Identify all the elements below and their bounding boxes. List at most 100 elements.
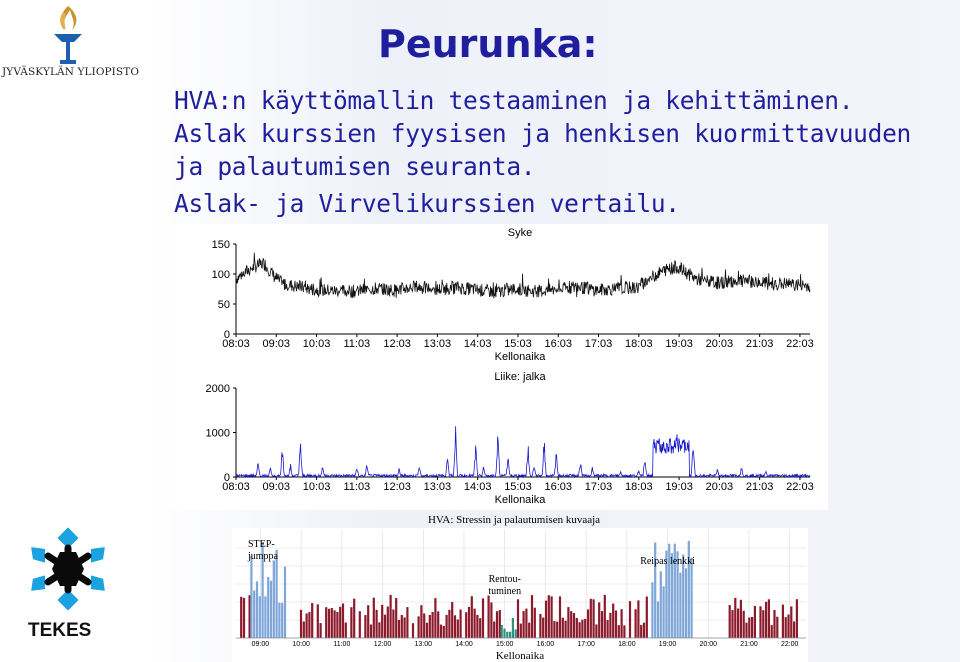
x-tick-label: 08:03 [222,481,250,493]
annotation: STEP- [248,539,275,550]
stress-bar [248,595,251,638]
stress-bar [406,607,409,638]
stress-bar [434,598,437,638]
stress-bar [383,614,387,638]
stress-bar [564,620,567,638]
stress-bar [448,609,451,638]
stress-bar [753,605,756,638]
x-tick-label: 13:00 [415,641,433,648]
stress-bar [400,615,403,638]
x-tick-label: 14:03 [464,338,492,350]
stress-bar [600,611,604,638]
recovery-bar [687,540,690,638]
stress-bar [336,612,339,638]
recovery-bar [659,571,662,638]
stress-bar [344,622,347,638]
x-tick-label: 15:03 [504,338,532,350]
annotation: Reipas lenkki [640,556,695,567]
y-tick-label: 150 [212,239,230,251]
stress-bar [731,610,734,638]
stress-bar [522,611,525,638]
x-tick-label: 19:03 [665,338,693,350]
stress-bar [734,597,737,638]
recovery-bar [253,590,256,638]
x-tick-label: 11:03 [343,338,370,350]
stress-bar [240,596,243,638]
stress-bar [423,613,426,638]
recovery-bar [264,596,267,638]
stress-bar [476,614,479,638]
recovery-bar [656,601,660,638]
stress-bar [595,624,598,638]
relax-bar [506,631,509,638]
stress-bar [793,621,796,638]
subtitle-line-3: ja palautumisen seuranta. [174,152,536,181]
x-tick-label: 22:00 [781,641,799,648]
stress-bar [795,599,798,638]
chart-title: Liike: jalka [494,371,546,383]
stress-bar [242,597,246,638]
stress-bar [319,623,322,638]
stress-bar [586,609,590,638]
x-tick-label: 18:00 [618,641,636,648]
stress-bar [561,617,564,638]
stress-bar [403,617,406,638]
stress-bar [481,598,485,638]
stress-bar [490,602,493,638]
stress-bar [745,622,748,638]
stress-bar [790,606,793,638]
relax-bar [503,628,506,638]
stress-bar [353,598,356,638]
x-tick-label: 11:00 [333,641,350,648]
stress-bar [442,625,445,638]
stress-bar [311,603,314,638]
stress-bar [431,612,434,638]
stress-bar [759,606,762,638]
stress-bar [765,601,768,638]
recovery-bar [673,543,676,638]
stress-bar [570,611,573,638]
stress-bar [525,608,528,638]
stress-bar [606,620,609,638]
recovery-bar [278,602,281,638]
stress-bar [456,619,459,638]
stress-bar [620,609,623,638]
stress-bar [445,614,448,638]
stress-bar [581,619,584,638]
stress-bar [637,600,640,638]
heart-rate-series [235,252,811,299]
stress-bar [465,612,468,638]
x-tick-label: 22:03 [786,481,814,493]
chart-title: Syke [508,227,532,239]
recovery-bar [269,580,273,638]
recovery-bar [651,582,654,638]
y-tick-label: 0 [224,329,230,341]
recovery-bar [676,551,679,638]
stress-bar [428,615,431,638]
stress-bar [459,609,462,638]
hva-chart-background [232,528,808,662]
y-tick-label: 2000 [206,383,230,395]
stress-bar [417,616,420,638]
recovery-bar [684,568,688,638]
recovery-bar [654,542,657,638]
x-tick-label: 12:00 [374,641,392,648]
stress-bar [572,613,576,638]
recovery-bar [679,572,682,638]
annotation: Rentou- [489,574,521,585]
stress-bar [762,610,765,638]
recovery-bar [662,586,665,638]
stress-bar [392,609,395,638]
stress-bar [487,595,490,638]
stress-bar [544,600,548,638]
stress-bar [358,611,361,638]
x-tick-label: 11:03 [343,481,370,493]
stress-bar [316,604,319,638]
x-tick-label: 19:03 [665,481,693,493]
stress-bar [453,615,457,638]
stress-bar [628,601,632,638]
stress-bar [614,610,618,638]
recovery-bar [690,557,693,638]
stress-bar [589,598,592,638]
stress-bar [439,624,443,638]
